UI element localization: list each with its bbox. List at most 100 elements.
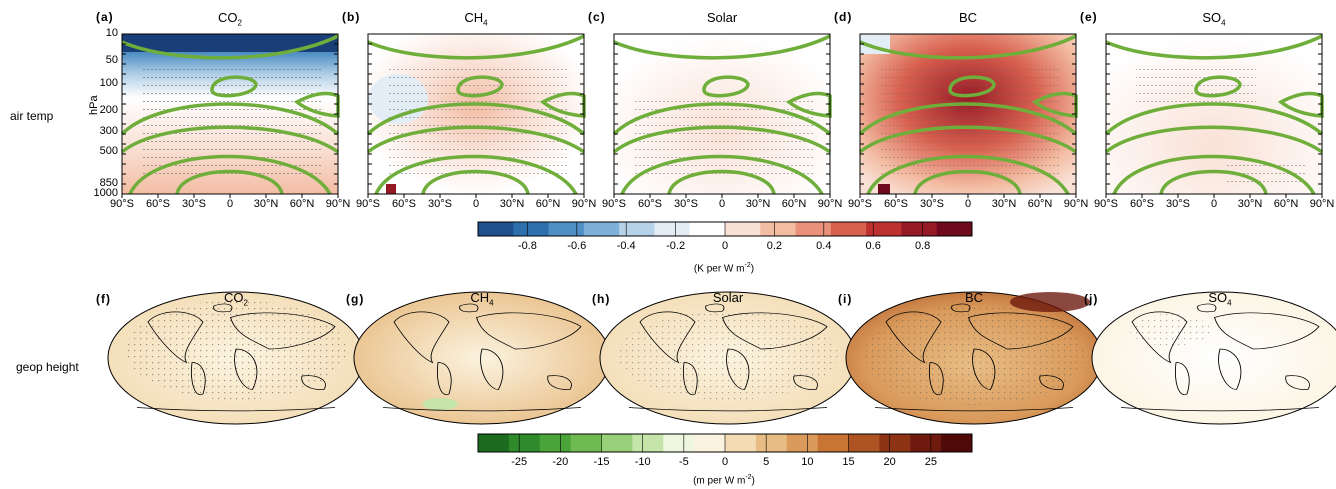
coastline: [301, 375, 326, 390]
y-tick-label: 50: [105, 54, 118, 66]
colorbar-tick-label: 25: [924, 456, 937, 468]
coastline: [1131, 311, 1188, 364]
panel-letter-f: (f): [96, 292, 111, 306]
panel-title-i: BC: [964, 290, 984, 305]
colorbar-tick-label: -10: [634, 456, 651, 468]
coastline: [480, 348, 504, 390]
colorbar-swatch: [478, 434, 510, 452]
colorbar-tick-label: -20: [552, 456, 569, 468]
colorbar-tick-label: 0.6: [865, 240, 881, 252]
panel-letter-h: (h): [592, 292, 611, 306]
coastline: [1213, 312, 1320, 350]
coastline: [547, 375, 572, 390]
panel-letter-i: (i): [838, 292, 853, 306]
x-tick-label: 30°N: [1237, 198, 1263, 210]
colorbar-tick-label: -0.2: [666, 240, 686, 252]
coastline: [683, 362, 698, 396]
colorbar-swatch: [901, 222, 938, 236]
coastline: [628, 407, 828, 412]
colorbar-swatch: [663, 434, 695, 452]
colorbar-tick-label: -0.6: [567, 240, 587, 252]
x-tick-label: 90°S: [848, 198, 872, 210]
row-label-air-temp: air temp: [10, 109, 54, 123]
panel-letter-c: (c): [588, 10, 606, 24]
x-tick-label: 0: [1210, 198, 1218, 210]
coastline: [1039, 375, 1064, 390]
panel-letter-g: (g): [346, 292, 365, 306]
colorbar-tick-label: 5: [763, 456, 770, 468]
x-tick-label: 60°N: [289, 198, 315, 210]
x-tick-label: 90°N: [1063, 198, 1089, 210]
coastline: [1285, 375, 1310, 390]
colorbar-swatch: [632, 434, 664, 452]
panel-title-d: BC: [958, 10, 978, 25]
colorbar-swatch: [619, 222, 655, 236]
coastline: [459, 303, 479, 313]
coastline: [705, 303, 725, 313]
colorbar-swatch: [941, 434, 973, 452]
x-tick-label: 30°S: [182, 198, 206, 210]
map-h: [599, 291, 857, 425]
colorbar-tick-label: -25: [511, 456, 528, 468]
x-tick-label: 30°N: [253, 198, 279, 210]
x-tick-label: 0: [718, 198, 726, 210]
x-tick-label: 30°N: [499, 198, 525, 210]
colorbar-swatch: [786, 434, 819, 452]
colorbar-swatch: [508, 434, 541, 452]
y-tick-label: 850: [99, 177, 118, 189]
colorbar-swatch: [548, 222, 585, 236]
panel-title-a: CO2: [218, 10, 242, 28]
colorbar-tick-label: 20: [883, 456, 896, 468]
panel-letter-d: (d): [834, 10, 853, 24]
colorbar-swatch: [654, 222, 691, 236]
colorbar-swatch: [866, 222, 902, 236]
colorbar-tick-label: -0.8: [517, 240, 537, 252]
y-tick-label: 1000: [93, 187, 118, 199]
colorbar-tick-label: -15: [593, 456, 610, 468]
panel-title-g: CH4: [470, 290, 494, 308]
x-tick-label: 30°S: [428, 198, 452, 210]
colorbar-tick-label: 15: [842, 456, 855, 468]
colorbar-tick-label: 0: [721, 240, 729, 252]
coastline: [721, 312, 828, 350]
colorbar-swatch: [694, 434, 726, 452]
panel-title-b: CH4: [464, 10, 488, 28]
x-tick-label: 60°S: [392, 198, 416, 210]
colorbar-swatch: [879, 434, 911, 452]
coastline: [951, 303, 971, 313]
axis-ticks: [121, 33, 1323, 198]
coastline: [1175, 362, 1190, 396]
x-tick-label: 90°S: [1094, 198, 1118, 210]
x-tick-label: 30°N: [745, 198, 771, 210]
x-tick-label: 0: [964, 198, 972, 210]
y-tick-label: 100: [99, 77, 118, 89]
x-tick-label: 30°S: [1166, 198, 1190, 210]
colorbar-tick-label: 0.2: [766, 240, 783, 252]
x-tick-label: 90°S: [602, 198, 626, 210]
colorbar-swatch: [570, 434, 602, 452]
x-tick-label: 60°N: [1273, 198, 1299, 210]
coastline: [393, 311, 450, 364]
x-tick-label: 90°N: [817, 198, 843, 210]
colorbar-tick-label: -5: [678, 456, 689, 468]
colorbar-tick-label: -0.4: [616, 240, 636, 252]
colorbar-swatch: [725, 434, 757, 452]
x-tick-label: 60°N: [1027, 198, 1053, 210]
colorbar-swatch: [513, 222, 550, 236]
x-tick-label: 90°N: [571, 198, 597, 210]
colorbar-swatch: [539, 434, 572, 452]
coastline: [234, 348, 258, 390]
y-tick-label: 300: [99, 125, 118, 137]
panel-title-h: Solar: [712, 290, 744, 305]
colorbar-swatch: [830, 222, 867, 236]
x-tick-label: 60°S: [146, 198, 170, 210]
map-f: [107, 291, 365, 425]
coastline: [874, 407, 1074, 412]
x-tick-label: 30°S: [920, 198, 944, 210]
coastline: [382, 407, 582, 412]
colorbar-swatch: [817, 434, 849, 452]
colorbar-swatch: [760, 222, 797, 236]
colorbar-swatch: [936, 222, 973, 236]
x-tick-label: 90°S: [356, 198, 380, 210]
coastline: [1197, 303, 1217, 313]
